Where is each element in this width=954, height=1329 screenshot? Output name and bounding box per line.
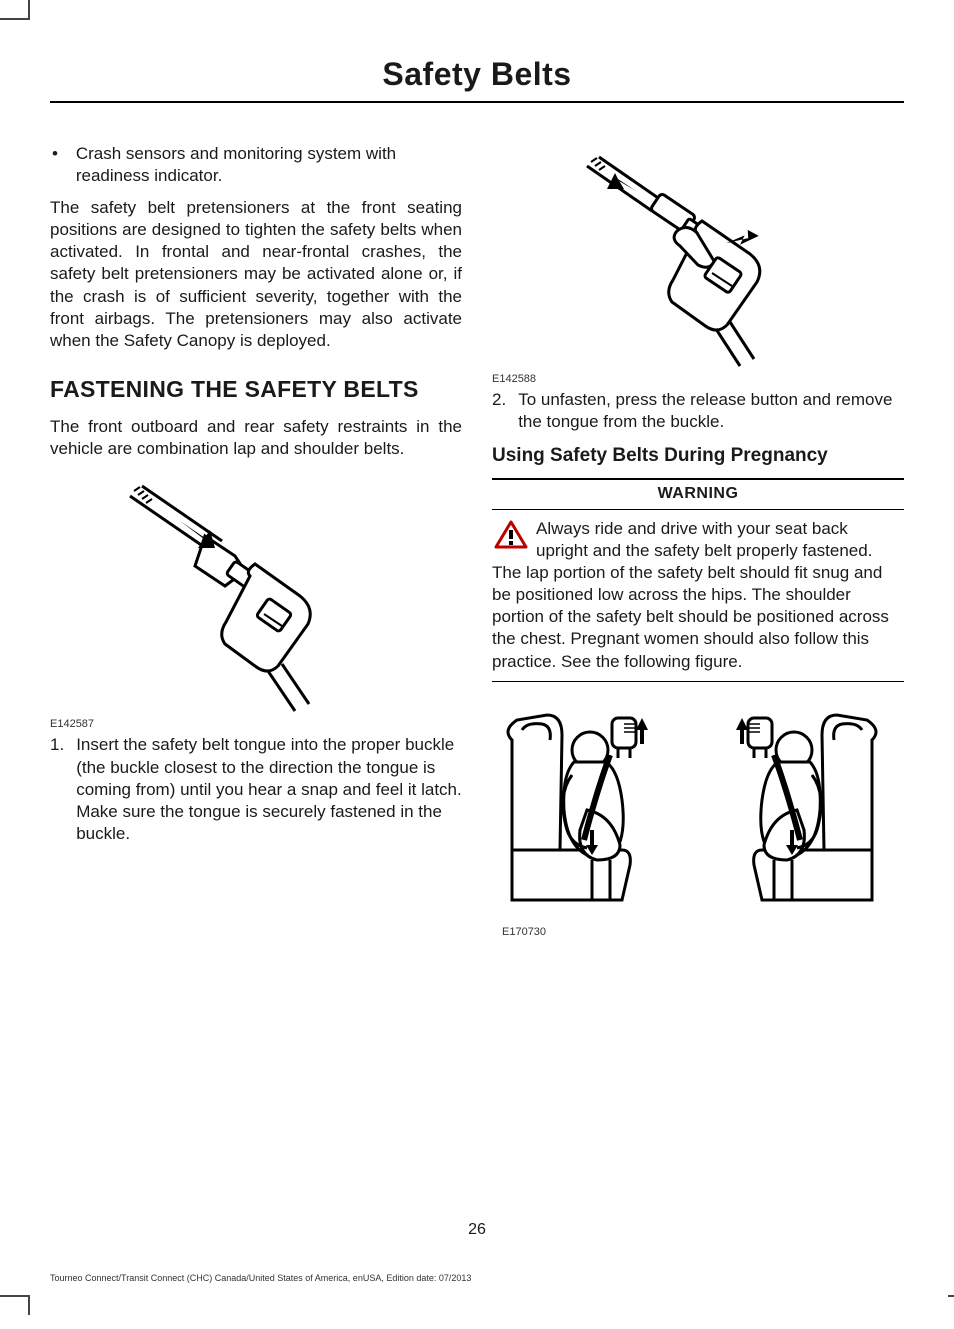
page-content: Safety Belts • Crash sensors and monitor… [0, 0, 954, 994]
numbered-step: 2. To unfasten, press the release button… [492, 389, 904, 433]
bullet-item: • Crash sensors and monitoring system wi… [50, 143, 462, 187]
two-column-layout: • Crash sensors and monitoring system wi… [50, 143, 904, 954]
numbered-step: 1. Insert the safety belt tongue into th… [50, 734, 462, 844]
bullet-text: Crash sensors and monitoring system with… [76, 143, 462, 187]
body-paragraph: The safety belt pretensioners at the fro… [50, 197, 462, 352]
figure-buckle-insert: E142587 [50, 476, 462, 730]
body-paragraph: The front outboard and rear safety restr… [50, 416, 462, 460]
subsection-heading: Using Safety Belts During Pregnancy [492, 445, 904, 468]
section-heading: FASTENING THE SAFETY BELTS [50, 376, 462, 402]
figure-id: E142587 [50, 718, 462, 730]
crop-mark-bottom-left [0, 1295, 30, 1315]
warning-triangle-icon [494, 520, 528, 550]
step-number: 2. [492, 389, 506, 433]
page-number: 26 [0, 1221, 954, 1239]
step-text: To unfasten, press the release button an… [518, 389, 904, 433]
figure-id-inline: E170730 [502, 926, 546, 938]
page-title: Safety Belts [50, 56, 904, 103]
right-column: E142588 2. To unfasten, press the releas… [492, 143, 904, 954]
footer-text: Tourneo Connect/Transit Connect (CHC) Ca… [50, 1273, 471, 1283]
crop-mark-bottom-right [948, 1295, 954, 1315]
warning-text: Always ride and drive with your seat bac… [492, 510, 904, 673]
figure-id: E142588 [492, 373, 904, 385]
figure-buckle-release: E142588 [492, 151, 904, 385]
crop-mark-top-left [0, 0, 30, 20]
bullet-dot: • [50, 143, 60, 187]
warning-body-text: Always ride and drive with your seat bac… [492, 519, 889, 671]
figure-pregnancy-belt: E170730 [492, 700, 904, 950]
step-text: Insert the safety belt tongue into the p… [76, 734, 462, 844]
warning-label: WARNING [492, 480, 904, 510]
step-number: 1. [50, 734, 64, 844]
warning-callout: WARNING Always ride and drive with your … [492, 478, 904, 682]
left-column: • Crash sensors and monitoring system wi… [50, 143, 462, 954]
